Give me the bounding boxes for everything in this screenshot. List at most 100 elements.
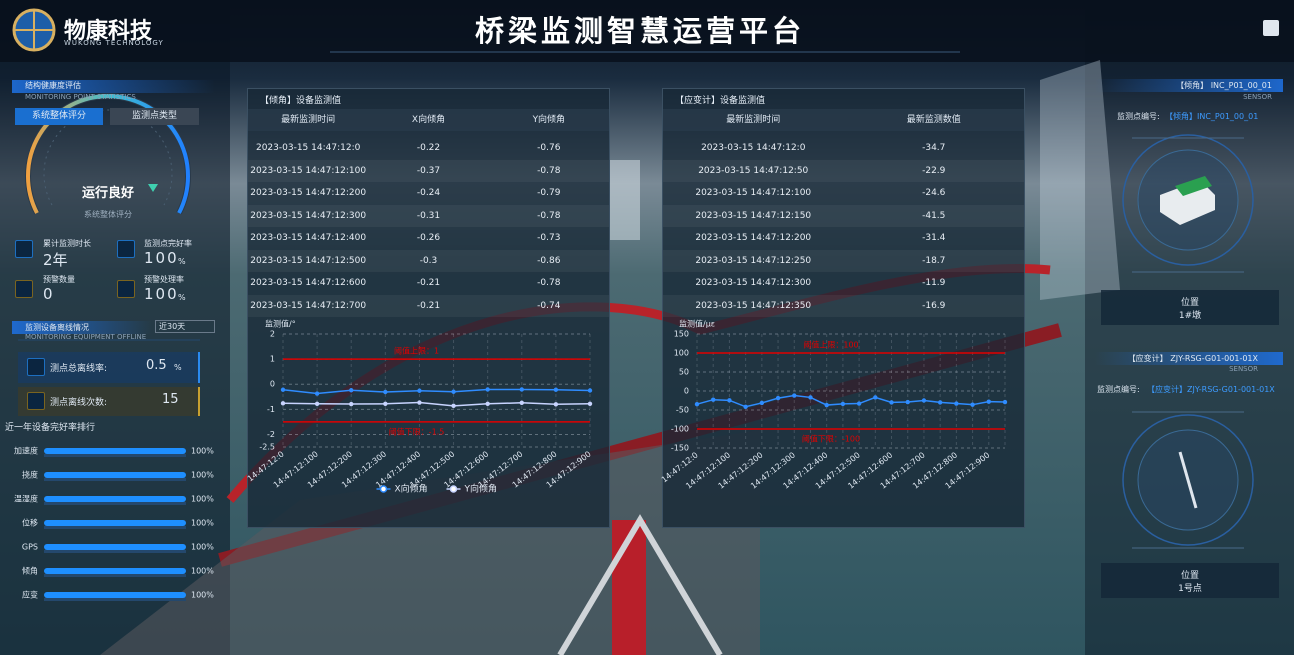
- location-box: 位置 1#墩: [1101, 290, 1279, 325]
- stat-unit: %: [178, 257, 186, 266]
- table-row: 2023-03-15 14:47:12:200 -31.4: [663, 227, 1024, 249]
- table-cell: -0.3: [419, 255, 438, 266]
- table-header: 最新监测时间 最新监测数值: [663, 109, 1024, 131]
- stat-icon: [117, 280, 135, 298]
- stat-value: 100: [144, 249, 179, 267]
- table-cell: -0.31: [416, 210, 441, 221]
- table-cell: 2023-03-15 14:47:12:200: [250, 188, 367, 198]
- table-cell: -0.79: [537, 188, 561, 198]
- tab[interactable]: 系统整体评分: [15, 108, 103, 125]
- stat-label: 预警数量: [43, 275, 75, 284]
- column-header: 最新监测时间: [726, 115, 781, 125]
- section-title: 监测设备离线情况: [25, 323, 89, 332]
- table-row: 2023-03-15 14:47:12:200 -0.24 -0.79: [248, 182, 609, 204]
- section-bar: [12, 321, 152, 334]
- table-cell: -0.21: [416, 300, 441, 311]
- table-cell: -16.9: [922, 300, 946, 311]
- sensor-id-label: 监测点编号:: [1117, 112, 1160, 121]
- exit-button[interactable]: [1263, 20, 1279, 36]
- period-select[interactable]: 近30天: [155, 320, 215, 333]
- stat-value: 0: [43, 285, 53, 303]
- table-cell: -0.86: [537, 255, 561, 266]
- offline-box: [18, 352, 200, 383]
- table-row: 2023-03-15 14:47:12:100 -24.6: [663, 182, 1024, 204]
- logo-sub: WUKONG TECHNOLOGY: [64, 39, 164, 47]
- column-header: X向倾角: [411, 115, 446, 125]
- stat-icon: [117, 240, 135, 258]
- table-cell: 2023-03-15 14:47:12:600: [250, 278, 367, 288]
- stat-label: 监测点完好率: [144, 239, 192, 248]
- location-label: 位置: [1180, 571, 1199, 581]
- sensor-id-label: 监测点编号:: [1097, 385, 1140, 394]
- table-row: 2023-03-15 14:47:12:350 -16.9: [663, 294, 1024, 317]
- sensor-title: 【倾角】 INC_P01_00_01: [1176, 81, 1272, 90]
- sensor-tag: SENSOR: [1229, 365, 1258, 373]
- table-cell: 2023-03-15 14:47:12:300: [695, 278, 812, 288]
- stat-label: 预警处理率: [144, 275, 184, 284]
- sensor-id: 【倾角】INC_P01_00_01: [1165, 112, 1259, 121]
- column-header: 最新监测时间: [281, 115, 336, 125]
- table-header: 最新监测时间 X向倾角 Y向倾角: [248, 109, 609, 131]
- column-header: 最新监测数值: [906, 115, 961, 125]
- table-cell: -0.26: [416, 233, 441, 243]
- offline-label: 测点总离线率:: [50, 364, 108, 374]
- section-subtitle: MONITORING POINT STATISTICS: [25, 93, 136, 101]
- table-cell: -18.7: [922, 255, 946, 266]
- table-cell: -34.7: [922, 143, 946, 153]
- table-cell: 2023-03-15 14:47:12:300: [250, 210, 367, 221]
- table-row: 2023-03-15 14:47:12:100 -0.37 -0.78: [248, 159, 609, 182]
- location-label: 位置: [1180, 298, 1199, 308]
- offline-unit: %: [174, 363, 182, 372]
- stat-value: 2年: [43, 251, 68, 269]
- table-cell: 2023-03-15 14:47:12:400: [250, 233, 367, 243]
- offline-icon: [27, 358, 45, 376]
- table-cell: -0.78: [537, 278, 561, 288]
- table-cell: 2023-03-15 14:47:12:0: [255, 143, 361, 153]
- section-title: 结构健康度评估: [25, 81, 81, 90]
- stat-value: 100: [144, 285, 179, 303]
- ranking-title: 近一年设备完好率排行: [5, 423, 96, 433]
- section-subtitle: MONITORING EQUIPMENT OFFLINE: [25, 333, 147, 341]
- table-cell: -0.22: [416, 143, 441, 153]
- sensor-title: 【应变计】 ZJY-RSG-G01-001-01X: [1127, 354, 1258, 363]
- table-cell: -31.4: [922, 233, 946, 243]
- tab[interactable]: 监测点类型: [110, 108, 199, 125]
- page-title: 桥梁监测智慧运营平台: [474, 14, 805, 48]
- table-cell: 2023-03-15 14:47:12:0: [701, 143, 806, 153]
- table-row: 2023-03-15 14:47:12:400 -0.26 -0.73: [248, 227, 609, 249]
- stat-unit: %: [178, 293, 186, 302]
- stat-icon: [15, 280, 33, 298]
- panel-title: 【倾角】设备监测值: [260, 96, 342, 106]
- table-cell: 2023-03-15 14:47:12:500: [250, 255, 367, 266]
- table-cell: -0.73: [537, 233, 561, 243]
- section-bar: [1095, 79, 1283, 92]
- panel-title: 【应变计】设备监测值: [675, 96, 766, 106]
- table-cell: -0.24: [416, 188, 441, 198]
- stat-icon: [15, 240, 33, 258]
- table-cell: -0.78: [537, 210, 561, 221]
- monitor-panel: 【倾角】设备监测值 最新监测时间 X向倾角 Y向倾角 2023-03-15 14:47…: [247, 88, 610, 528]
- logo-name: 物康科技: [64, 19, 153, 44]
- table-cell: 2023-03-15 14:47:12:50: [698, 165, 809, 176]
- table-cell: -0.37: [416, 165, 441, 176]
- table-cell: -24.6: [922, 188, 946, 198]
- section-bar: [12, 80, 215, 93]
- sensor-tag: SENSOR: [1243, 93, 1272, 101]
- offline-icon: [27, 392, 45, 410]
- table-row: 2023-03-15 14:47:12:250 -18.7: [663, 249, 1024, 272]
- table-cell: -41.5: [922, 210, 946, 221]
- table-row: 2023-03-15 14:47:12:600 -0.21 -0.78: [248, 272, 609, 294]
- table-cell: 2023-03-15 14:47:12:200: [695, 233, 812, 243]
- section-bar: [1095, 352, 1283, 365]
- table-row: 2023-03-15 14:47:12:50 -22.9: [663, 159, 1024, 182]
- table-row: 2023-03-15 14:47:12:500 -0.3 -0.86: [248, 249, 609, 272]
- location: 1#墩: [1178, 311, 1202, 321]
- table-cell: 2023-03-15 14:47:12:700: [250, 300, 367, 311]
- location-box: 位置 1号点: [1101, 563, 1279, 598]
- table-cell: -0.74: [537, 300, 561, 311]
- table-cell: 2023-03-15 14:47:12:100: [695, 188, 812, 198]
- monitor-panel: 【应变计】设备监测值 最新监测时间 最新监测数值 2023-03-15 14:47:…: [662, 88, 1025, 528]
- offline-value: 15: [162, 392, 179, 407]
- table-cell: 2023-03-15 14:47:12:250: [695, 255, 812, 266]
